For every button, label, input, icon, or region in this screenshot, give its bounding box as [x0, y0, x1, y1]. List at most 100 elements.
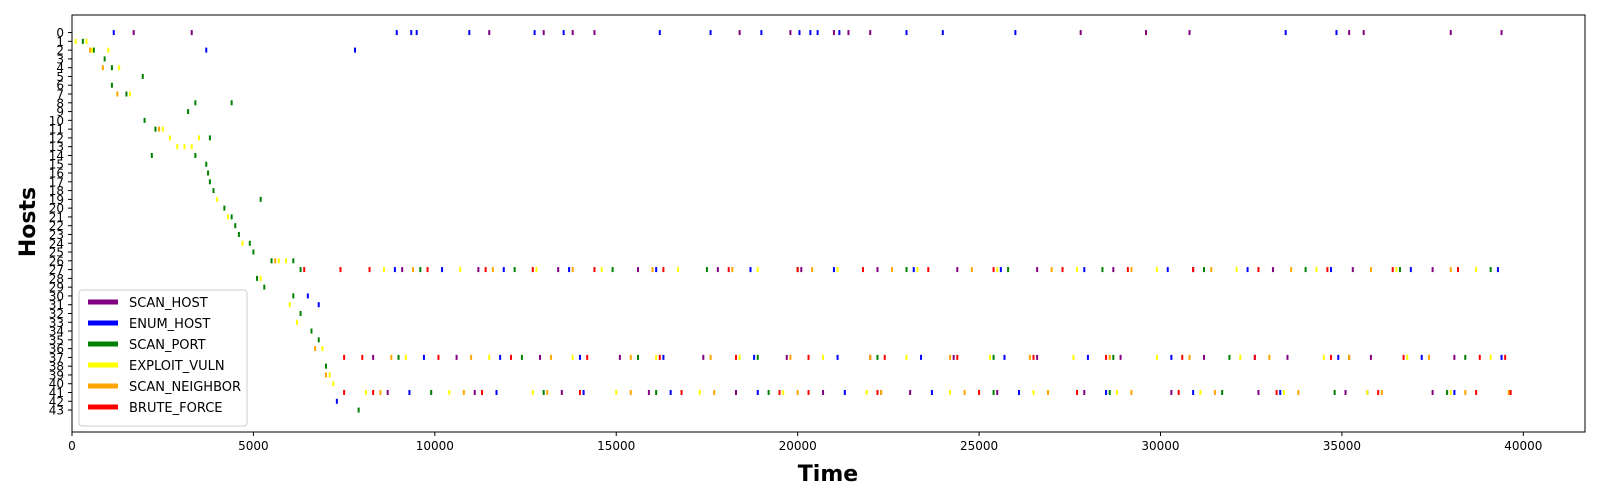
event-mark-brute-force: [361, 354, 364, 360]
event-mark-scan-port: [1221, 389, 1224, 395]
event-mark-scan-neighbor: [1028, 354, 1031, 360]
event-mark-scan-neighbor: [101, 65, 104, 71]
event-mark-exploit-vuln: [1406, 354, 1409, 360]
event-mark-brute-force: [426, 267, 429, 273]
event-mark-scan-port: [187, 109, 190, 115]
event-mark-scan-neighbor: [629, 389, 632, 395]
event-mark-scan-port: [1446, 389, 1449, 395]
x-axis-ticks: 0 5000 10000 15000 20000 25000 30000 35000 40000: [68, 432, 1542, 453]
event-mark-brute-force: [1257, 267, 1260, 273]
event-mark-enum-host: [317, 302, 320, 308]
y-axis-title: Hosts: [16, 187, 41, 257]
y-tick-label: 16: [49, 167, 64, 181]
event-mark-brute-force: [796, 267, 799, 273]
x-tick-label: 15000: [597, 439, 635, 453]
event-mark-scan-neighbor: [651, 267, 654, 273]
y-tick-label: 6: [56, 79, 64, 93]
event-mark-enum-host: [1409, 267, 1412, 273]
event-mark-brute-force: [680, 389, 683, 395]
event-mark-scan-neighbor: [1108, 354, 1111, 360]
event-mark-scan-neighbor: [796, 389, 799, 395]
event-mark-enum-host: [415, 30, 418, 36]
event-mark-enum-host: [468, 30, 471, 36]
event-mark-enum-host: [843, 389, 846, 395]
event-mark-scan-neighbor: [1130, 267, 1133, 273]
event-mark-scan-host: [557, 267, 560, 273]
event-mark-brute-force: [1192, 267, 1195, 273]
event-mark-scan-neighbor: [412, 267, 415, 273]
event-mark-enum-host: [809, 30, 812, 36]
event-mark-enum-host: [1003, 354, 1006, 360]
event-mark-enum-host: [578, 354, 581, 360]
event-mark-enum-host: [760, 30, 763, 36]
y-tick-label: 42: [49, 395, 64, 409]
event-mark-scan-neighbor: [1297, 389, 1300, 395]
event-mark-scan-port: [237, 231, 240, 237]
event-mark-exploit-vuln: [459, 267, 462, 273]
event-mark-scan-host: [1500, 30, 1503, 36]
event-mark-brute-force: [303, 267, 306, 273]
event-mark-enum-host: [1086, 354, 1089, 360]
y-tick-label: 10: [49, 114, 64, 128]
event-mark-exploit-vuln: [1475, 267, 1478, 273]
event-mark-scan-neighbor: [880, 389, 883, 395]
event-mark-scan-host: [996, 389, 999, 395]
event-mark-exploit-vuln: [996, 267, 999, 273]
event-mark-scan-host: [1144, 30, 1147, 36]
legend-label: SCAN_NEIGHBOR: [129, 380, 241, 395]
event-mark-scan-host: [488, 30, 491, 36]
event-mark-exploit-vuln: [738, 354, 741, 360]
event-mark-scan-neighbor: [470, 354, 473, 360]
event-mark-scan-host: [386, 389, 389, 395]
event-mark-enum-host: [1017, 389, 1020, 395]
event-mark-scan-host: [1431, 267, 1434, 273]
event-mark-scan-port: [876, 354, 879, 360]
event-mark-enum-host: [1105, 389, 1108, 395]
event-mark-brute-force: [1126, 267, 1129, 273]
y-tick-label: 34: [49, 325, 64, 339]
y-tick-label: 1: [56, 35, 64, 49]
legend-label: BRUTE_FORCE: [129, 401, 223, 416]
y-tick-label: 27: [49, 263, 64, 277]
y-tick-label: 31: [49, 298, 64, 312]
event-mark-scan-neighbor: [891, 267, 893, 273]
event-mark-scan-port: [81, 38, 84, 44]
event-mark-exploit-vuln: [1322, 354, 1325, 360]
event-mark-scan-port: [1464, 354, 1467, 360]
event-mark-scan-host: [832, 30, 835, 36]
event-mark-scan-port: [611, 267, 614, 273]
event-mark-exploit-vuln: [288, 302, 291, 308]
event-mark-scan-port: [223, 205, 226, 211]
event-mark-exploit-vuln: [448, 389, 451, 395]
event-mark-exploit-vuln: [1199, 389, 1202, 395]
event-mark-brute-force: [778, 389, 781, 395]
y-tick-label: 8: [56, 96, 64, 110]
event-mark-scan-port: [655, 389, 658, 395]
y-tick-label: 17: [49, 175, 64, 189]
event-mark-enum-host: [1170, 354, 1173, 360]
event-mark-scan-port: [248, 240, 251, 246]
event-mark-scan-host: [560, 389, 563, 395]
event-mark-brute-force: [1330, 354, 1333, 360]
event-mark-scan-neighbor: [949, 354, 952, 360]
event-mark-brute-force: [1275, 389, 1278, 395]
event-mark-scan-port: [542, 389, 545, 395]
event-mark-scan-port: [1304, 267, 1307, 273]
event-mark-scan-host: [869, 30, 872, 36]
event-mark-scan-neighbor: [158, 126, 161, 132]
event-mark-brute-force: [734, 354, 737, 360]
event-mark-scan-host: [190, 30, 193, 36]
event-mark-exploit-vuln: [1239, 354, 1242, 360]
event-mark-scan-port: [207, 170, 210, 176]
event-mark-exploit-vuln: [197, 135, 200, 141]
y-tick-label: 3: [56, 52, 64, 66]
event-mark-scan-port: [92, 47, 95, 53]
y-tick-label: 13: [49, 140, 64, 154]
event-mark-scan-host: [647, 389, 650, 395]
legend-label: EXPLOIT_VULN: [129, 359, 225, 374]
event-mark-scan-port: [1007, 267, 1010, 273]
y-tick-label: 29: [49, 281, 64, 295]
event-mark-exploit-vuln: [905, 354, 908, 360]
event-mark-enum-host: [582, 389, 585, 395]
